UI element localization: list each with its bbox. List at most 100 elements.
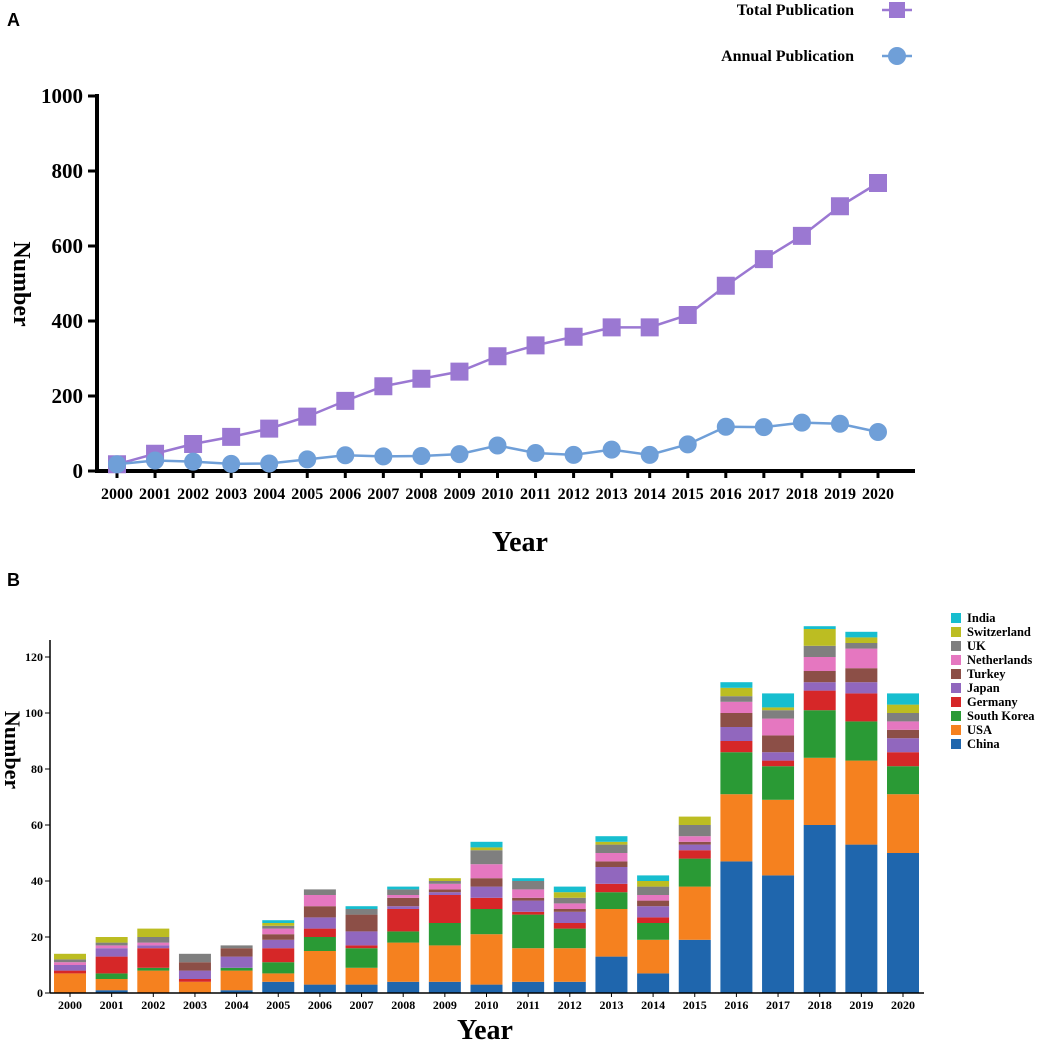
bar-segment-switzerland — [595, 841, 628, 845]
bar-segment-uk — [720, 696, 753, 702]
data-point-total-publication — [412, 369, 431, 388]
panel-b-x-tick-label: 2013 — [599, 998, 623, 1012]
panel-b-x-tick-label: 2009 — [433, 998, 457, 1012]
bar-segment-south-korea — [387, 931, 420, 943]
panel-a-x-tick-label: 2003 — [215, 486, 247, 503]
data-point-total-publication — [222, 427, 241, 446]
bar-segment-germany — [387, 909, 420, 932]
data-point-annual-publication — [564, 445, 583, 464]
data-point-annual-publication — [754, 418, 773, 437]
bar-segment-japan — [428, 892, 461, 895]
bar-segment-turkey — [512, 897, 545, 901]
panel-b-y-tick-label: 80 — [31, 762, 43, 776]
bar-segment-india — [387, 886, 420, 890]
bar-segment-germany — [178, 979, 211, 982]
bar-segment-germany — [887, 752, 919, 767]
bar-segment-south-korea — [220, 967, 253, 971]
panel-a-y-tick-label: 0 — [73, 459, 84, 483]
panel-a-x-tick-label: 2016 — [710, 486, 742, 503]
bar-segment-china — [345, 984, 378, 993]
bar-segment-south-korea — [637, 923, 670, 940]
data-point-total-publication — [716, 276, 735, 295]
panel-b-y-tick-label: 20 — [31, 930, 43, 944]
bar-segment-turkey — [178, 962, 211, 971]
bar-segment-netherlands — [887, 721, 919, 730]
bar-segment-japan — [762, 752, 795, 761]
bar-segment-japan — [887, 738, 919, 753]
bar-segment-china — [637, 973, 670, 993]
bar-segment-china — [387, 981, 420, 993]
bar-segment-india — [262, 920, 295, 923]
panel-b-x-tick-label: 2007 — [350, 998, 374, 1012]
bar-segment-usa — [303, 951, 336, 985]
panel-b-x-tick-label: 2017 — [766, 998, 790, 1012]
bar-segment-netherlands — [262, 928, 295, 935]
data-point-annual-publication — [488, 436, 507, 455]
data-point-annual-publication — [640, 445, 659, 464]
bar-segment-germany — [595, 883, 628, 893]
bar-segment-uk — [178, 953, 211, 963]
panel-b-y-tick-label: 0 — [37, 986, 43, 1000]
bar-segment-usa — [262, 973, 295, 982]
bar-segment-netherlands — [678, 836, 711, 842]
panel-b-x-tick-label: 2016 — [724, 998, 748, 1012]
bar-segment-netherlands — [303, 895, 336, 907]
panel-a-x-tick-label: 2008 — [405, 486, 437, 503]
bar-segment-uk — [887, 713, 919, 722]
panel-a-x-axis-title: Year — [492, 527, 548, 558]
bar-segment-turkey — [220, 948, 253, 957]
bar-segment-switzerland — [803, 629, 836, 646]
bar-segment-switzerland — [95, 937, 128, 943]
bar-segment-india — [345, 906, 378, 909]
legend-swatch-japan — [951, 683, 961, 693]
data-point-total-publication — [640, 318, 659, 337]
data-point-annual-publication — [678, 435, 697, 454]
bar-segment-netherlands — [845, 648, 878, 669]
panel-a-letter: A — [7, 10, 20, 30]
panel-a-x-tick-label: 2000 — [101, 486, 133, 503]
bar-segment-germany — [137, 948, 170, 968]
panel-b-x-tick-label: 2019 — [849, 998, 873, 1012]
bar-segment-south-korea — [887, 766, 919, 795]
bar-segment-japan — [595, 867, 628, 884]
bar-segment-turkey — [678, 841, 711, 845]
bar-segment-south-korea — [720, 752, 753, 795]
bar-segment-japan — [720, 727, 753, 741]
panel-b-x-tick-label: 2006 — [308, 998, 332, 1012]
bar-segment-germany — [303, 928, 336, 937]
data-point-annual-publication — [869, 423, 887, 441]
bar-segment-south-korea — [762, 766, 795, 800]
bar-segment-turkey — [303, 906, 336, 918]
panel-a-x-tick-label: 2012 — [558, 486, 590, 503]
panel-b-x-tick-label: 2001 — [100, 998, 124, 1012]
legend-label: China — [967, 737, 1000, 751]
panel-b-x-tick-label: 2003 — [183, 998, 207, 1012]
bar-segment-usa — [845, 760, 878, 845]
bar-segment-germany — [428, 895, 461, 923]
bar-segment-germany — [845, 693, 878, 722]
bar-segment-uk — [303, 889, 336, 895]
bar-segment-south-korea — [303, 937, 336, 951]
panel-b-letter: B — [7, 570, 20, 590]
bar-segment-usa — [220, 970, 253, 991]
bar-segment-india — [887, 693, 919, 705]
bar-segment-switzerland — [54, 953, 86, 960]
legend-label: Japan — [967, 681, 1000, 695]
panel-b-x-tick-label: 2004 — [225, 998, 249, 1012]
legend-swatch-south-korea — [951, 711, 961, 721]
bar-segment-uk — [54, 959, 86, 963]
legend-label: South Korea — [967, 709, 1035, 723]
panel-a-series — [108, 174, 887, 474]
data-point-total-publication — [298, 407, 317, 426]
panel-a-legend-label: Total Publication — [737, 2, 854, 19]
bar-segment-japan — [387, 906, 420, 909]
legend-label: Germany — [967, 695, 1018, 709]
panel-b: B 0 20 40 60 80 100 120 2000 2001 2002 2003 2004 200… — [0, 570, 1035, 1043]
bar-segment-netherlands — [95, 945, 128, 949]
bar-segment-japan — [303, 917, 336, 929]
data-point-total-publication — [792, 226, 811, 245]
bar-segment-china — [95, 990, 128, 993]
legend-swatch-china — [951, 739, 961, 749]
bar-segment-switzerland — [887, 704, 919, 713]
